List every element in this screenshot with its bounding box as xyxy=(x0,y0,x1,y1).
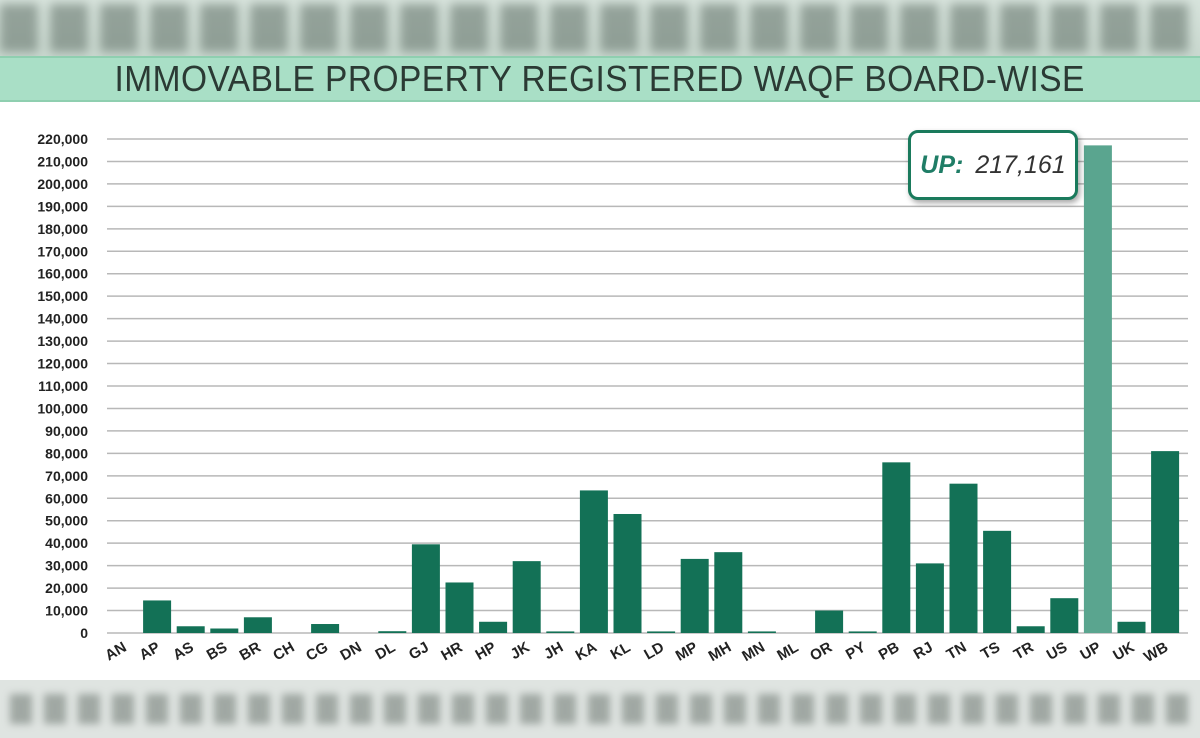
y-tick-label: 20,000 xyxy=(45,580,88,596)
x-tick-label-hp: HP xyxy=(473,639,500,664)
y-tick-label: 60,000 xyxy=(45,490,88,506)
y-tick-label: 70,000 xyxy=(45,468,88,484)
y-tick-label: 40,000 xyxy=(45,535,88,551)
chart-area: 0 10,000 20,000 30,000 40,000 50,000 60,000 70,… xyxy=(0,102,1200,680)
bar-hp[interactable] xyxy=(479,621,508,633)
bar-rj[interactable] xyxy=(915,563,944,633)
bar-ts[interactable] xyxy=(983,530,1012,633)
x-tick-label-kl: KL xyxy=(608,639,634,664)
bar-wb[interactable] xyxy=(1151,451,1180,633)
bar-tr[interactable] xyxy=(1016,626,1045,633)
y-tick-label: 170,000 xyxy=(37,243,88,259)
x-tick-label-hr: HR xyxy=(438,639,465,665)
x-tick-label-as: AS xyxy=(170,639,197,664)
bars xyxy=(143,145,1180,633)
x-axis-labels: AN AP AS BS BR CH CG DN DL GJ HR HP JK JH KA KL LD MP MH MN… xyxy=(102,639,1171,666)
y-tick-label: 90,000 xyxy=(45,423,88,439)
bar-bs[interactable] xyxy=(210,628,239,633)
bar-uk[interactable] xyxy=(1117,621,1146,633)
y-tick-label: 160,000 xyxy=(37,266,88,282)
y-tick-label: 30,000 xyxy=(45,558,88,574)
bar-mh[interactable] xyxy=(714,552,743,633)
x-tick-label-ld: LD xyxy=(641,639,667,664)
y-tick-label: 80,000 xyxy=(45,445,88,461)
bar-as[interactable] xyxy=(176,626,205,633)
blurred-header-text xyxy=(0,4,1200,52)
bar-cg[interactable] xyxy=(311,624,340,633)
x-tick-label-br: BR xyxy=(237,639,264,665)
y-tick-label: 130,000 xyxy=(37,333,88,349)
y-tick-label: 140,000 xyxy=(37,311,88,327)
x-tick-label-tr: TR xyxy=(1011,639,1037,664)
y-tick-label: 50,000 xyxy=(45,513,88,529)
y-tick-label: 120,000 xyxy=(37,356,88,372)
bar-jk[interactable] xyxy=(512,561,541,633)
x-tick-label-mn: MN xyxy=(739,639,768,665)
x-tick-label-bs: BS xyxy=(204,639,231,664)
x-tick-label-mp: MP xyxy=(673,639,701,665)
x-tick-label-rj: RJ xyxy=(911,639,936,663)
y-tick-label: 100,000 xyxy=(37,400,88,416)
bar-gj[interactable] xyxy=(411,544,440,633)
y-tick-label: 110,000 xyxy=(38,378,88,394)
chart-title: IMMOVABLE PROPERTY REGISTERED WAQF BOARD… xyxy=(114,58,1086,99)
x-tick-label-us: US xyxy=(1044,639,1071,664)
y-tick-label: 0 xyxy=(80,625,88,641)
x-tick-label-jk: JK xyxy=(508,639,533,663)
tooltip-value: 217,161 xyxy=(975,150,1066,179)
x-tick-label-tn: TN xyxy=(944,639,970,664)
grid-lines xyxy=(107,138,1188,634)
x-tick-label-ka: KA xyxy=(573,639,600,665)
bar-ap[interactable] xyxy=(143,600,172,633)
bar-hr[interactable] xyxy=(445,582,474,633)
blurred-footer-text xyxy=(10,694,1190,724)
x-tick-label-up: UP xyxy=(1077,639,1104,664)
y-tick-label: 180,000 xyxy=(37,221,88,237)
bar-or[interactable] xyxy=(815,610,844,633)
x-tick-label-ap: AP xyxy=(137,639,164,664)
x-tick-label-dn: DN xyxy=(337,639,364,665)
bar-tn[interactable] xyxy=(949,483,978,633)
x-tick-label-mh: MH xyxy=(706,639,735,665)
x-tick-label-pb: PB xyxy=(876,639,903,664)
x-tick-label-gj: GJ xyxy=(406,639,432,664)
x-tick-label-or: OR xyxy=(807,639,835,665)
chart-title-bar: IMMOVABLE PROPERTY REGISTERED WAQF BOARD… xyxy=(0,56,1200,102)
y-tick-label: 200,000 xyxy=(37,176,88,192)
bar-br[interactable] xyxy=(243,617,272,633)
x-tick-label-ch: CH xyxy=(270,639,297,665)
y-axis-ticks: 0 10,000 20,000 30,000 40,000 50,000 60,000 70,… xyxy=(37,131,88,641)
y-tick-label: 10,000 xyxy=(45,603,88,619)
x-tick-label-uk: UK xyxy=(1110,639,1137,665)
tooltip-box: UP: 217,161 xyxy=(908,130,1078,200)
x-tick-label-dl: DL xyxy=(372,639,398,664)
bar-dl[interactable] xyxy=(378,631,407,633)
blurred-footer-strip xyxy=(0,680,1200,738)
bar-up[interactable] xyxy=(1083,145,1112,633)
tooltip-category: UP: xyxy=(920,150,964,179)
y-tick-label: 210,000 xyxy=(37,153,88,169)
bar-ka[interactable] xyxy=(579,490,608,633)
blurred-header-strip xyxy=(0,0,1200,56)
bar-pb[interactable] xyxy=(882,462,911,633)
y-tick-label: 150,000 xyxy=(37,288,88,304)
bar-jh[interactable] xyxy=(546,631,575,633)
x-tick-label-wb: WB xyxy=(1141,639,1171,666)
x-tick-label-cg: CG xyxy=(303,639,331,665)
y-tick-label: 220,000 xyxy=(37,131,88,147)
x-tick-label-an: AN xyxy=(102,639,129,665)
bar-ld[interactable] xyxy=(647,631,676,633)
bar-mp[interactable] xyxy=(680,558,709,633)
x-tick-label-jh: JH xyxy=(541,639,566,663)
x-tick-label-ts: TS xyxy=(978,639,1003,663)
x-tick-label-py: PY xyxy=(843,639,869,664)
bar-us[interactable] xyxy=(1050,598,1079,633)
bar-mn[interactable] xyxy=(747,631,776,633)
bar-kl[interactable] xyxy=(613,513,642,633)
x-tick-label-ml: ML xyxy=(774,639,801,665)
bar-py[interactable] xyxy=(848,631,877,633)
y-tick-label: 190,000 xyxy=(37,198,88,214)
